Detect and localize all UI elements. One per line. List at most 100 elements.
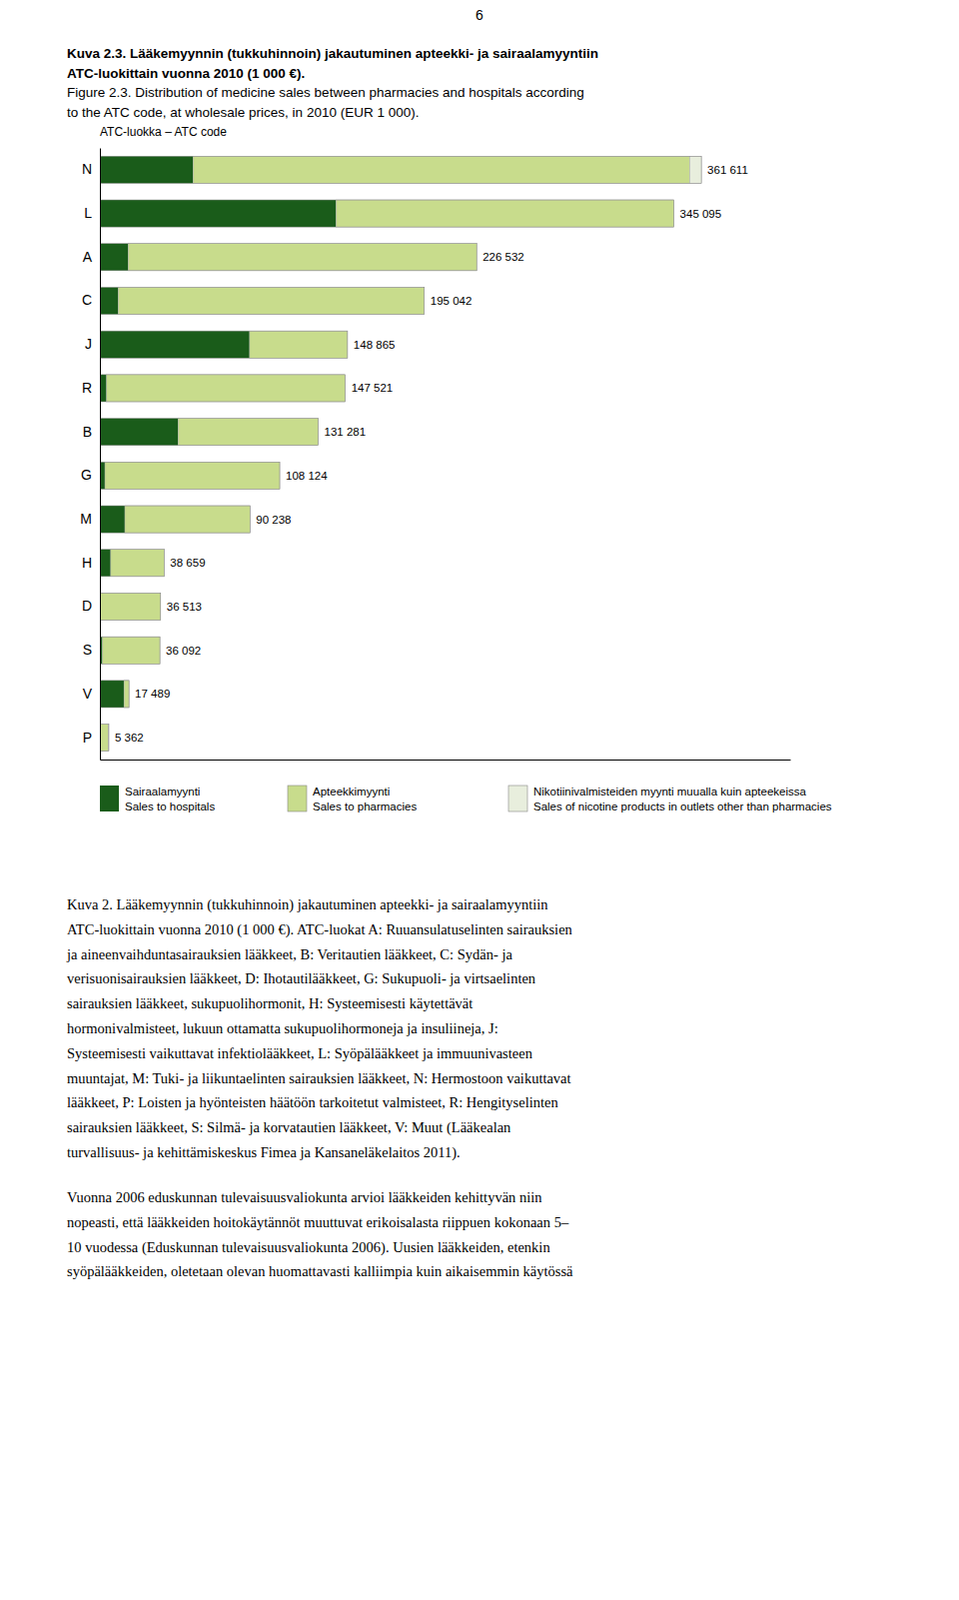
tick-label: V [82,685,93,702]
x-axis-line [100,759,792,761]
tick-label: L [83,204,92,221]
tick-label: A [82,248,93,265]
bar-outline [99,724,109,752]
bar-outline [99,374,346,402]
legend-item: SairaalamyyntiSales to hospitals [99,785,215,813]
page: 6Kuva 2.3. Lääkemyynnin (tukkuhinnoin) j… [0,0,959,1600]
bar-segment [177,418,318,446]
bar-segment [117,286,424,314]
title: Figure 2.3. Distribution of medicine sal… [66,84,585,100]
bar-segment [124,505,250,533]
tick-label: D [81,597,92,614]
data-label: 17 489 [134,687,170,700]
bar-outline [99,330,348,358]
legend-swatch [508,785,528,812]
bar-outline [99,592,161,620]
tick: P [82,729,100,746]
bar-segment [192,155,690,183]
bar-segment [99,243,128,271]
legend-item: Nikotiinivalmisteiden myynti muualla kui… [508,785,833,813]
legend: SairaalamyyntiSales to hospitals Apteekki… [99,785,833,813]
bar-outline [99,418,319,446]
bar-outline [99,549,164,577]
tick: H [81,554,100,571]
bar-segment [106,374,346,402]
bar-outline [99,461,280,489]
bar-outline [99,199,675,227]
bar-segment [335,199,674,227]
body-text: Vuonna 2006 eduskunnan tulevaisuusvaliok… [66,1188,574,1279]
data-label: 90 238 [255,513,291,526]
bar-segment [99,155,193,183]
bar-outline [99,636,160,664]
tick-label: B [82,423,92,440]
bar-segment [99,286,118,314]
legend-label: Nikotiinivalmisteiden myynti muualla kui… [533,785,808,798]
legend-label: Sales to pharmacies [312,800,417,813]
tick-label: G [80,466,92,483]
data-label: 131 281 [324,425,367,438]
body-line: hormonivalmisteet, lukuun ottamatta suku… [66,1019,499,1036]
title: to the ATC code, at wholesale prices, in… [66,104,419,120]
bars [99,155,702,751]
body-line: Systeemisesti vaikuttavat infektiolääkke… [66,1044,534,1061]
bar-segment [99,549,111,577]
bar-segment [99,724,109,752]
data-label: 36 513 [166,600,202,613]
body-line: ja aineenvaihduntasairauksien lääkkeet, … [65,946,513,962]
tick: A [82,248,100,265]
bar-segment [249,330,348,358]
bar-segment [123,680,129,708]
body-line: lääkkeet, P: Loisten ja hyönteisten häät… [66,1093,559,1110]
body-line: Vuonna 2006 eduskunnan tulevaisuusvaliok… [66,1188,543,1205]
tick-label: N [81,160,92,177]
tick: J [84,335,100,352]
data-label: 226 532 [482,250,525,263]
tick-label: H [81,554,92,571]
body-line: syöpälääkkeiden, oletetaan olevan huomat… [66,1262,574,1279]
tick-label: M [79,510,92,527]
tick-label: S [82,641,92,658]
data-label: 108 124 [285,469,328,482]
bar-outline [99,155,702,183]
body-line: nopeasti, että lääkkeiden hoitokäytännöt… [66,1213,570,1230]
legend-label: Sales to hospitals [124,800,215,813]
bar-segment [99,330,250,358]
data-label: 5 362 [114,731,144,744]
tick: B [82,423,100,440]
tick-label: R [81,379,92,396]
axis-title: ATC-luokka – ATC code [99,124,227,139]
tick: V [82,685,100,702]
bar-outline [99,680,129,708]
bar-segment [101,636,160,664]
tick: D [81,597,100,614]
page-number: 6 [475,6,484,23]
data-label: 148 865 [353,338,396,351]
series [99,155,690,751]
body-line: sairauksien lääkkeet, S: Silmä- ja korva… [66,1118,512,1136]
body-line: Kuva 2. Lääkemyynnin (tukkuhinnoin) jaka… [66,896,549,914]
body-line: verisuonisairauksien lääkkeet, D: Ihotau… [66,969,537,986]
bar-segment [99,680,124,708]
bar-segment [127,243,477,271]
body-line: muuntajat, M: Tuki- ja liikuntaelinten s… [66,1069,572,1086]
bar-segment [99,592,161,620]
bar-segment [689,155,702,183]
tick: N [81,160,100,177]
tick-label: P [82,729,92,746]
bar-segment [99,418,178,446]
bar-segment [110,549,165,577]
legend-label: Apteekkimyynti [312,785,390,798]
tick: L [83,204,100,221]
legend-swatch [287,785,307,812]
x-axis [100,759,792,761]
tick-label: J [84,335,92,352]
tick: M [79,510,100,527]
bar-segment [99,199,336,227]
tick: S [82,641,100,658]
data-label: 38 659 [169,556,205,569]
bar-outline [99,505,250,533]
data-label: 361 611 [707,163,749,176]
data-label: 195 042 [430,294,473,307]
tick: R [81,379,100,396]
